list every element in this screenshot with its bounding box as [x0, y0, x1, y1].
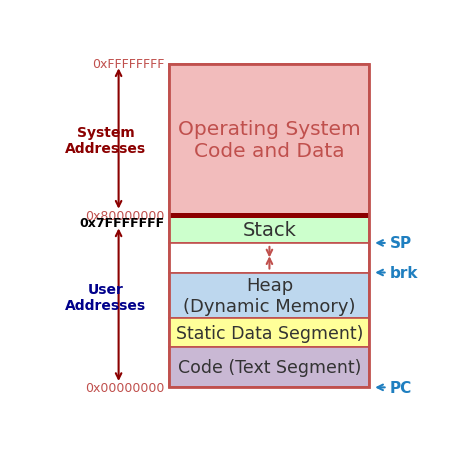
Text: 0x00000000: 0x00000000	[85, 381, 164, 394]
Bar	[169, 318, 370, 348]
Text: 0x7FFFFFFF: 0x7FFFFFFF	[79, 216, 164, 229]
Bar	[169, 217, 370, 244]
Text: 0x80000000: 0x80000000	[85, 209, 164, 222]
Text: Heap
(Dynamic Memory): Heap (Dynamic Memory)	[183, 276, 356, 315]
Bar	[169, 64, 370, 216]
Text: User
Addresses: User Addresses	[65, 282, 146, 312]
Bar	[169, 244, 370, 273]
Text: Operating System
Code and Data: Operating System Code and Data	[178, 120, 361, 161]
Text: PC: PC	[389, 380, 412, 395]
Text: Static Data Segment): Static Data Segment)	[176, 324, 363, 342]
Text: 0xFFFFFFFF: 0xFFFFFFFF	[91, 58, 164, 71]
Text: SP: SP	[389, 236, 411, 251]
Bar	[169, 214, 370, 218]
Text: brk: brk	[389, 266, 418, 281]
Bar	[169, 273, 370, 318]
Bar	[169, 64, 370, 387]
Text: Code (Text Segment): Code (Text Segment)	[178, 359, 361, 377]
Bar	[169, 348, 370, 387]
Text: Stack: Stack	[242, 221, 296, 240]
Text: System
Addresses: System Addresses	[65, 126, 146, 156]
